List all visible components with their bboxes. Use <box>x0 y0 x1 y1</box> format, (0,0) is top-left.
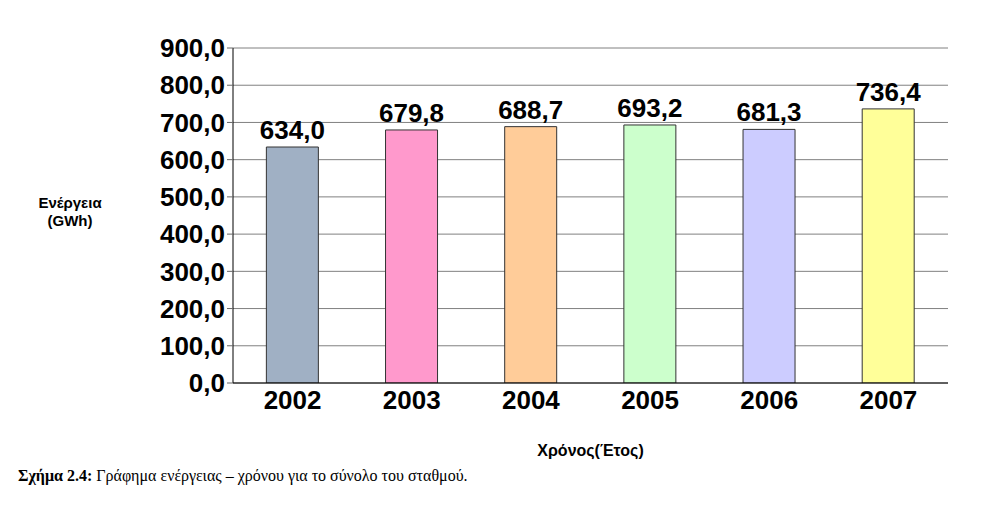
svg-text:Χρόνος(Έτος): Χρόνος(Έτος) <box>537 442 643 460</box>
svg-text:2003: 2003 <box>383 385 441 415</box>
svg-text:2002: 2002 <box>264 385 322 415</box>
svg-text:500,0: 500,0 <box>160 182 225 212</box>
svg-text:300,0: 300,0 <box>160 257 225 287</box>
svg-text:736,4: 736,4 <box>856 77 922 107</box>
svg-text:2004: 2004 <box>502 385 560 415</box>
svg-text:2006: 2006 <box>740 385 798 415</box>
svg-text:900,0: 900,0 <box>160 33 225 63</box>
html-text:Σχήμα 2.4: Γράφημα ενέργειας –: Σχήμα 2.4: Γράφημα ενέργειας – χρόνου γι… <box>18 467 468 484</box>
svg-text:0,0: 0,0 <box>189 368 225 398</box>
svg-text:693,2: 693,2 <box>617 93 682 123</box>
svg-text:2007: 2007 <box>859 385 917 415</box>
svg-text:700,0: 700,0 <box>160 108 225 138</box>
svg-text:Ενέργεια(GWh): Ενέργεια(GWh) <box>38 194 102 229</box>
svg-text:100,0: 100,0 <box>160 331 225 361</box>
svg-text:681,3: 681,3 <box>736 97 801 127</box>
svg-text:2005: 2005 <box>621 385 679 415</box>
svg-text:800,0: 800,0 <box>160 70 225 100</box>
svg-text:634,0: 634,0 <box>260 115 325 145</box>
svg-text:200,0: 200,0 <box>160 294 225 324</box>
svg-text:688,7: 688,7 <box>498 95 563 125</box>
svg-text:600,0: 600,0 <box>160 145 225 175</box>
svg-text:679,8: 679,8 <box>379 98 444 128</box>
svg-text:400,0: 400,0 <box>160 219 225 249</box>
